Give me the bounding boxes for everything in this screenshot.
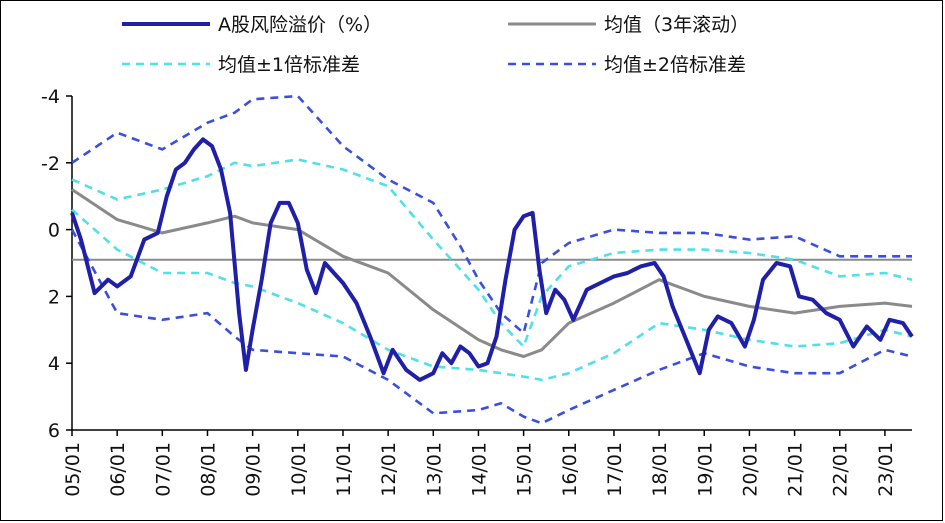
x-tick-label: 11/01 [333, 442, 355, 497]
x-tick-label: 09/01 [243, 442, 265, 497]
y-tick-label: -2 [41, 153, 60, 175]
x-tick-label: 17/01 [604, 442, 626, 497]
x-tick-label: 10/01 [288, 442, 310, 497]
series-line-3 [71, 208, 913, 382]
x-tick-label: 12/01 [378, 442, 400, 497]
x-tick-label: 22/01 [830, 442, 852, 497]
x-tick-label: 08/01 [197, 442, 219, 497]
y-tick-label: 6 [48, 420, 60, 442]
chart-plot-area [70, 94, 914, 425]
x-tick-label: 07/01 [152, 442, 174, 497]
x-tick-label: 05/01 [62, 442, 84, 497]
series-line-5 [70, 228, 913, 425]
chart-legend: A股风险溢价（%） 均值（3年滚动） 均值±1倍标准差 均值±2倍标准差 [122, 14, 749, 76]
x-tick-label: 23/01 [875, 442, 897, 497]
legend-label-1sd-band: 均值±1倍标准差 [218, 54, 360, 76]
series-line-4 [71, 94, 912, 335]
x-tick-label: 20/01 [739, 442, 761, 497]
x-tick-label: 14/01 [468, 442, 490, 497]
x-tick-label: 18/01 [649, 442, 671, 497]
y-tick-label: 2 [48, 286, 60, 308]
legend-label-2sd-band: 均值±2倍标准差 [604, 54, 746, 76]
legend-item-2sd-band: 均值±2倍标准差 [508, 54, 746, 76]
y-tick-label: -4 [41, 86, 60, 108]
legend-label-risk-premium: A股风险溢价（%） [218, 14, 382, 36]
x-tick-label: 15/01 [514, 442, 536, 497]
series-line-2 [71, 158, 913, 348]
y-tick-label: 4 [48, 353, 60, 375]
chart-axes: -4 -2 0 2 4 605/01 06/01 07/01 08/01 09/01 10/01 11… [41, 86, 912, 497]
legend-item-1sd-band: 均值±1倍标准差 [122, 54, 360, 76]
x-tick-label: 21/01 [785, 442, 807, 497]
series-line-1 [71, 188, 913, 358]
y-tick-label: 0 [48, 220, 60, 242]
x-tick-label: 06/01 [107, 442, 129, 497]
legend-item-risk-premium: A股风险溢价（%） [122, 14, 382, 36]
legend-item-rolling-mean: 均值（3年滚动） [508, 14, 749, 36]
x-tick-label: 16/01 [559, 442, 581, 497]
x-tick-label: 19/01 [694, 442, 716, 497]
series-line-0 [70, 137, 914, 382]
legend-label-rolling-mean: 均值（3年滚动） [604, 14, 749, 36]
x-tick-label: 13/01 [423, 442, 445, 497]
